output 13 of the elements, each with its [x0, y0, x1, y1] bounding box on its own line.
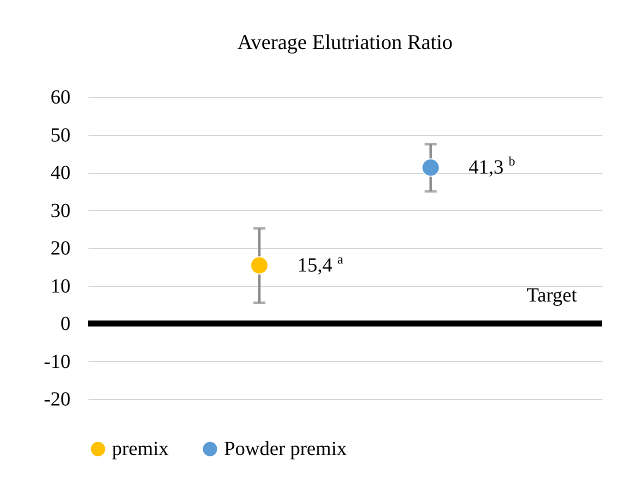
y-tick-label: 0 — [60, 313, 70, 335]
y-tick-label: 30 — [50, 200, 70, 222]
y-tick-label: 60 — [50, 86, 70, 108]
y-tick-label: -10 — [44, 350, 70, 373]
legend-label: Powder premix — [224, 438, 347, 460]
chart-title: Average Elutriation Ratio — [237, 30, 453, 54]
y-tick-label: 40 — [50, 162, 70, 184]
y-tick-label: -20 — [44, 388, 70, 410]
legend-label: premix — [112, 438, 169, 460]
y-tick-label: 10 — [50, 275, 70, 298]
y-tick-label: 20 — [50, 238, 70, 260]
ref-line-label: Target — [526, 284, 578, 306]
y-tick-label: 50 — [50, 124, 70, 146]
